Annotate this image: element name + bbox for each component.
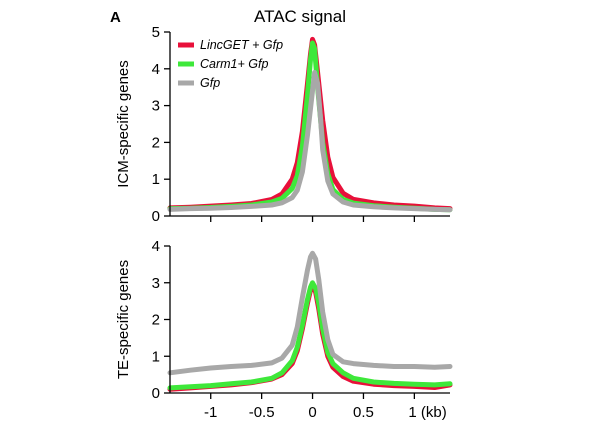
y-axis-label: ICM-specific genes: [115, 60, 132, 188]
series-line-gfp: [167, 70, 453, 213]
y-tick-label: 2: [152, 312, 160, 329]
y-tick-label: 4: [152, 61, 160, 78]
y-tick-label: 2: [152, 134, 160, 151]
panel-2: 0 1 2 3 4 -1 -0.5 0 0.5 1 (kb) TE-specific genes: [115, 238, 453, 421]
x-tick-label: 1 (kb): [408, 404, 446, 421]
y-tick-label: 0: [152, 208, 160, 225]
x-tick-label: -1: [204, 404, 217, 421]
legend: LincGET + Gfp Carm1+ Gfp Gfp: [178, 38, 283, 90]
y-tick-label: 4: [152, 238, 160, 255]
plots-layer: 0 1 2 3 4 5 ICM-specific genes LincGET + Gfp Car…: [115, 24, 453, 421]
y-tick-label: 3: [152, 275, 160, 292]
legend-label: Gfp: [200, 76, 220, 90]
x-tick-label: 0: [308, 404, 316, 421]
y-tick-label: 1: [152, 348, 160, 365]
legend-label: Carm1+ Gfp: [200, 57, 268, 71]
legend-label: LincGET + Gfp: [200, 38, 283, 52]
panel-label: A: [110, 9, 121, 26]
series-line-gfp: [167, 250, 453, 376]
y-tick-label: 3: [152, 98, 160, 115]
series-line-lincget-gfp: [167, 283, 453, 392]
panel-1: 0 1 2 3 4 5 ICM-specific genes LincGET + Gfp Car…: [115, 24, 453, 225]
series-line-carm1-gfp: [167, 280, 453, 391]
x-tick-label: -0.5: [249, 404, 275, 421]
y-tick-label: 5: [152, 24, 160, 41]
y-tick-label: 0: [152, 385, 160, 402]
y-axis-label: TE-specific genes: [115, 260, 132, 379]
x-tick-label: 0.5: [353, 404, 374, 421]
figure-title: ATAC signal: [254, 7, 346, 26]
y-tick-label: 1: [152, 171, 160, 188]
